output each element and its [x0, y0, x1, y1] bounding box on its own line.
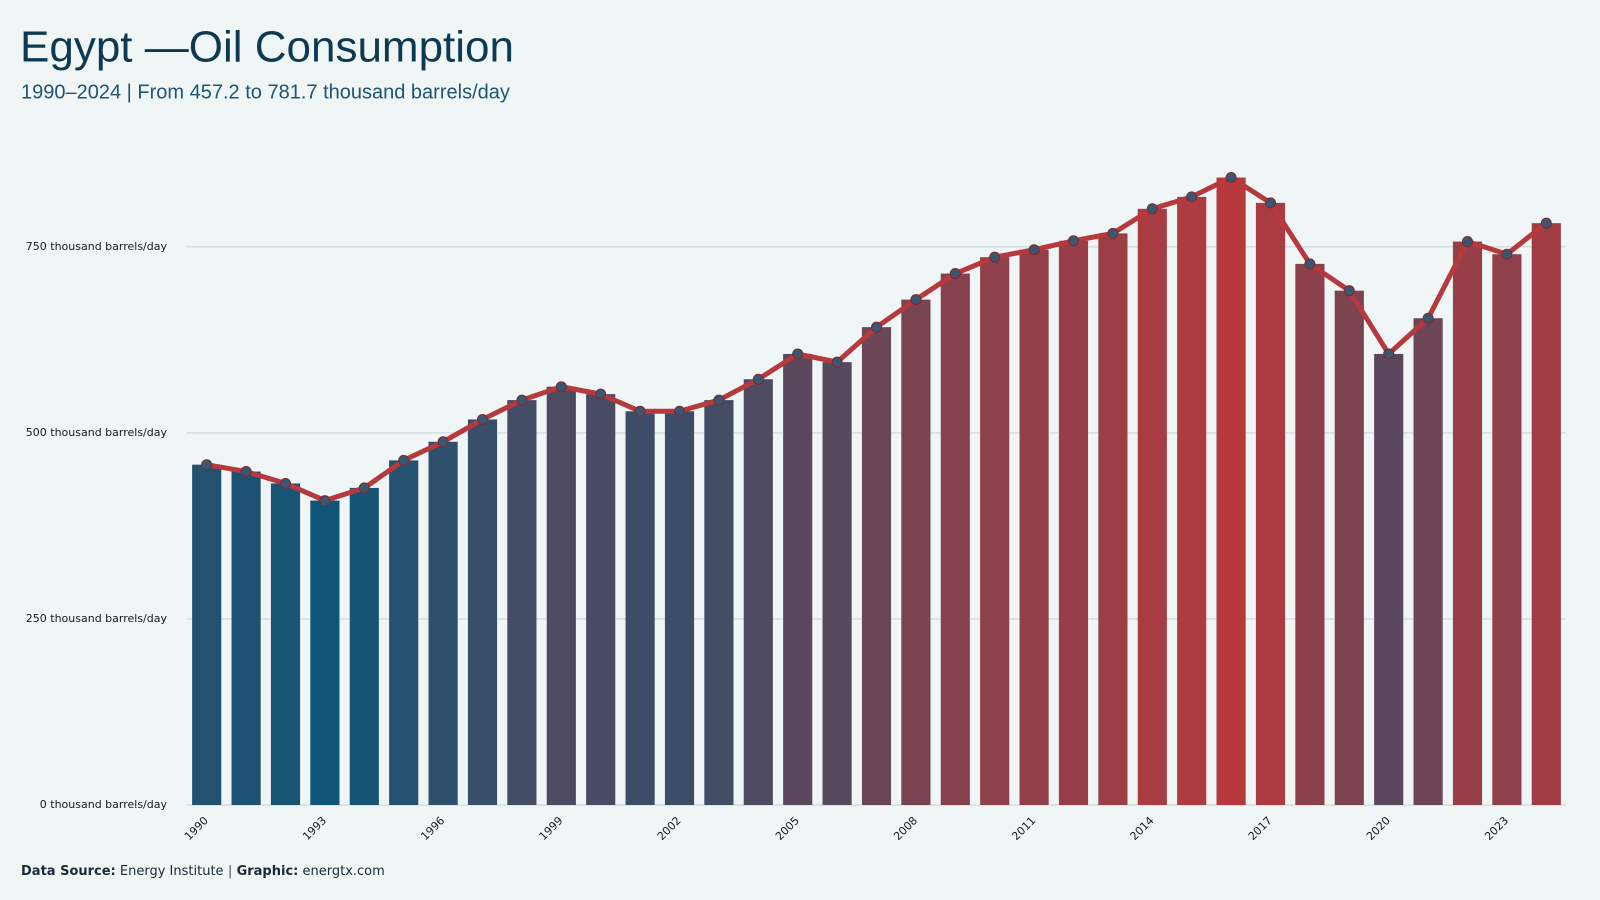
- bar: [586, 394, 616, 805]
- bar: [1255, 202, 1286, 806]
- marker: [1225, 172, 1237, 184]
- bar: [1137, 208, 1167, 805]
- x-tick-label: 2011: [1009, 814, 1038, 843]
- marker: [713, 394, 725, 406]
- y-tick-label: 500 thousand barrels/day: [26, 426, 168, 439]
- footer: Data Source: Energy Institute | Graphic:…: [21, 864, 385, 879]
- marker: [201, 459, 213, 471]
- bar: [822, 362, 852, 805]
- bar: [507, 400, 537, 805]
- bar: [1019, 249, 1049, 805]
- bar: [704, 400, 734, 805]
- marker: [752, 373, 764, 385]
- bar: [231, 471, 261, 805]
- marker: [1146, 203, 1158, 215]
- chart-title: Egypt —Oil Consumption: [20, 23, 514, 72]
- marker: [1304, 258, 1316, 270]
- bar: [1295, 263, 1325, 805]
- source-label: Data Source:: [21, 864, 116, 879]
- bar: [1531, 223, 1561, 805]
- marker: [477, 413, 488, 425]
- marker: [358, 482, 370, 494]
- graphic: energtx.com: [303, 864, 385, 879]
- bar: [546, 386, 576, 805]
- marker: [792, 348, 804, 360]
- bar: [467, 419, 498, 805]
- x-tick-label: 2023: [1482, 814, 1511, 843]
- y-tick-label: 250 thousand barrels/day: [26, 612, 168, 625]
- bar: [270, 483, 301, 805]
- marker: [910, 294, 922, 306]
- bar: [349, 487, 379, 805]
- marker: [949, 268, 961, 280]
- x-tick-label: 1993: [300, 814, 329, 843]
- x-tick-label: 1999: [537, 814, 566, 843]
- marker: [319, 495, 331, 507]
- chart-subtitle: 1990–2024 | From 457.2 to 781.7 thousand…: [21, 81, 510, 103]
- bar: [625, 411, 655, 805]
- marker: [1540, 217, 1552, 229]
- marker: [1028, 244, 1040, 256]
- x-tick-label: 2020: [1364, 814, 1393, 843]
- marker: [437, 436, 449, 448]
- x-tick-label: 2017: [1246, 814, 1275, 843]
- marker: [871, 321, 882, 333]
- marker: [280, 477, 291, 489]
- separator: |: [228, 864, 233, 879]
- marker: [240, 466, 252, 478]
- y-tick-label: 0 thousand barrels/day: [40, 798, 168, 811]
- bar: [1374, 353, 1404, 805]
- graphic-label: Graphic:: [237, 864, 299, 879]
- marker: [1462, 236, 1473, 248]
- bar: [428, 441, 458, 805]
- marker: [989, 251, 1001, 263]
- marker: [634, 405, 646, 417]
- bar: [743, 379, 773, 805]
- marker: [674, 405, 685, 417]
- x-tick-label: 2008: [891, 814, 920, 843]
- marker: [1068, 235, 1079, 247]
- bar: [1177, 196, 1207, 806]
- bar: [1452, 241, 1483, 805]
- bar: [1413, 318, 1443, 805]
- bar: [664, 411, 695, 805]
- bar: [1058, 240, 1089, 805]
- marker: [555, 381, 567, 393]
- bar: [940, 273, 970, 805]
- y-tick-label: 750 thousand barrels/day: [26, 240, 168, 253]
- marker: [1107, 227, 1119, 239]
- marker: [1422, 312, 1434, 324]
- bar: [1492, 254, 1522, 806]
- marker: [1383, 348, 1395, 360]
- marker: [516, 394, 528, 406]
- x-tick-label: 2002: [655, 814, 684, 843]
- bar: [1098, 233, 1128, 805]
- marker: [1265, 197, 1276, 209]
- bar: [783, 353, 813, 805]
- bar: [980, 257, 1010, 805]
- x-tick-label: 2014: [1128, 814, 1157, 843]
- marker: [398, 454, 410, 466]
- x-tick-label: 1990: [182, 814, 211, 843]
- source: Energy Institute: [120, 864, 224, 879]
- x-tick-label: 1996: [418, 814, 447, 843]
- bar: [310, 500, 340, 805]
- marker: [1501, 248, 1513, 260]
- marker: [595, 388, 607, 400]
- bar: [861, 327, 892, 805]
- marker: [1186, 191, 1198, 203]
- marker: [831, 356, 843, 368]
- x-tick-label: 2005: [773, 814, 802, 843]
- bar: [1216, 177, 1246, 805]
- marker: [1343, 285, 1355, 297]
- bar: [901, 299, 931, 805]
- bar: [1334, 290, 1364, 805]
- bar: [192, 464, 222, 805]
- bar: [389, 460, 419, 805]
